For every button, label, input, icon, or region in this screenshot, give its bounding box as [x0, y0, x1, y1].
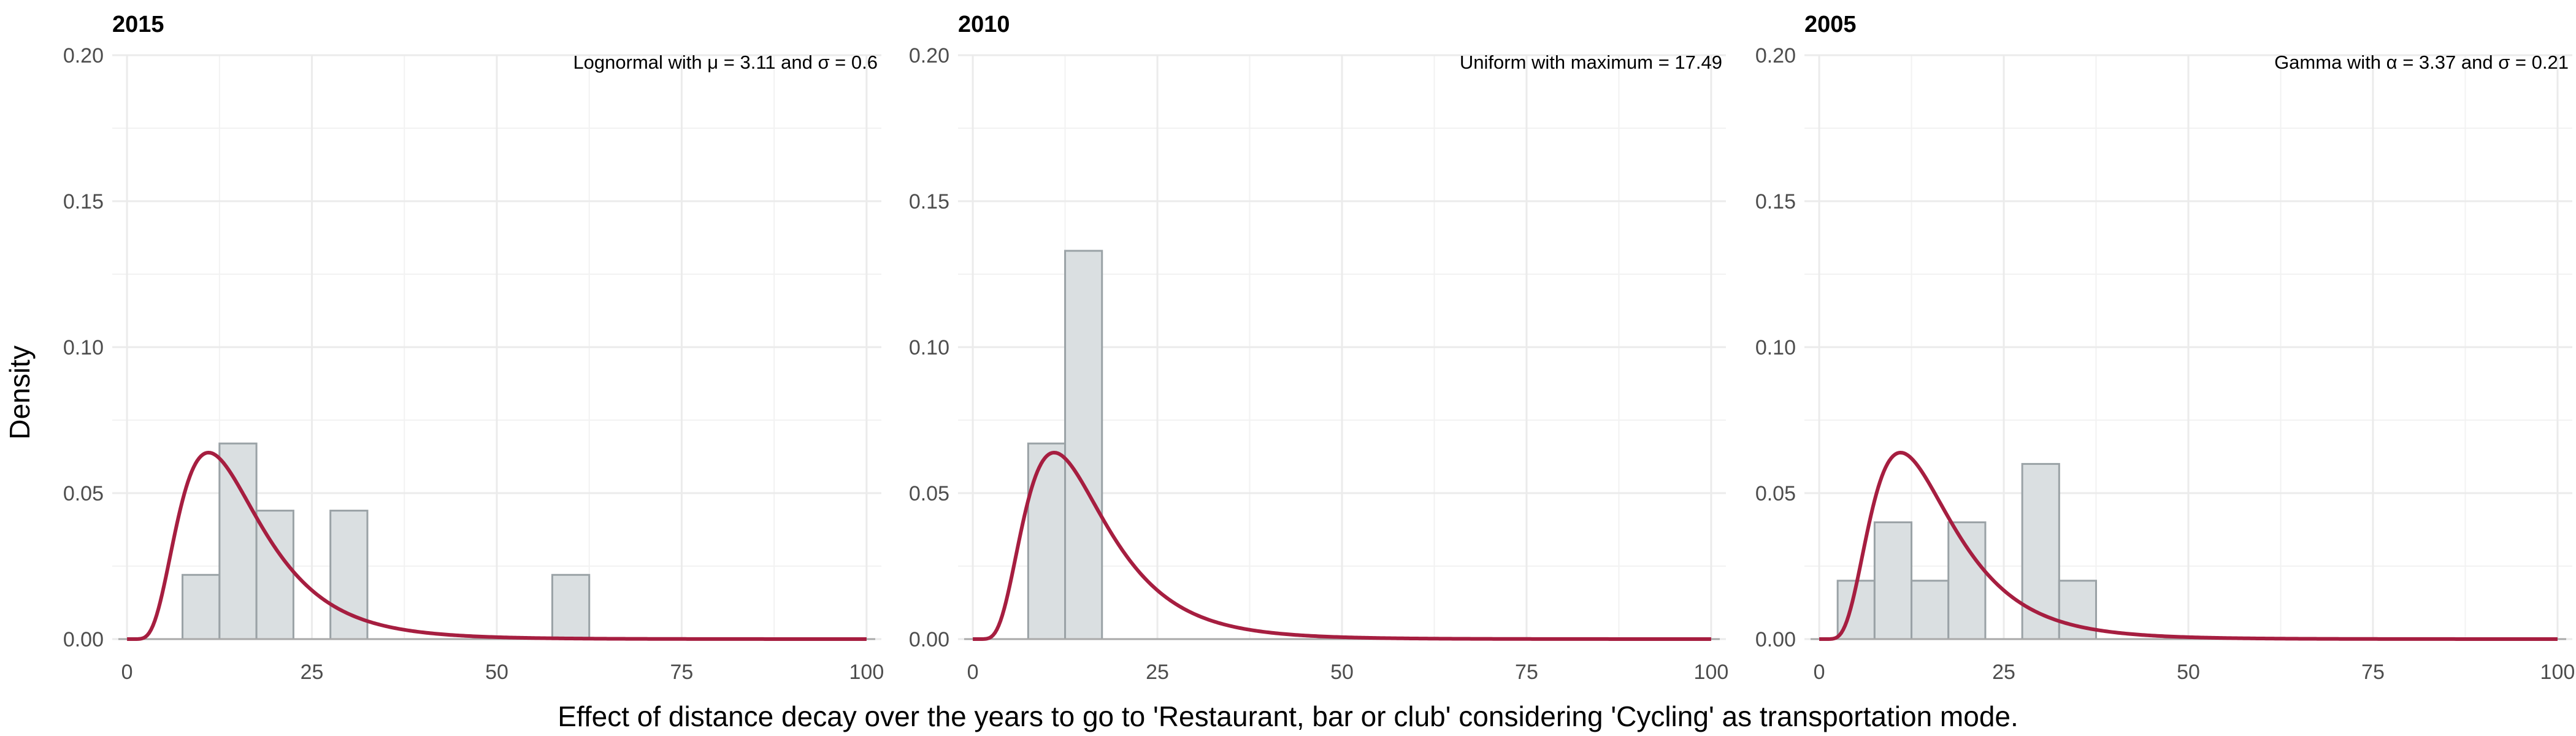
x-axis-title: Effect of distance decay over the years … — [558, 700, 2018, 732]
histogram-bar — [1873, 521, 1913, 640]
y-tick-label: 0.15 — [1755, 190, 1796, 213]
x-tick-label: 50 — [1330, 661, 1354, 684]
fit-annotation: Lognormal with μ = 3.11 and σ = 0.6 — [573, 52, 878, 73]
fit-annotation: Uniform with maximum = 17.49 — [1460, 52, 1722, 73]
y-tick-label: 0.00 — [1755, 628, 1796, 651]
x-tick-label: 100 — [2540, 661, 2575, 684]
y-tick-label: 0.00 — [909, 628, 949, 651]
fitted-density-curve — [127, 450, 867, 641]
histogram-bar — [551, 573, 591, 640]
histogram-bar — [2021, 462, 2060, 640]
histogram-bar — [182, 573, 221, 640]
y-axis-title: Density — [4, 345, 36, 439]
y-tick-label: 0.00 — [63, 628, 104, 651]
x-tick-label: 75 — [2361, 661, 2385, 684]
y-tick-label: 0.20 — [909, 44, 949, 67]
x-tick-label: 50 — [2177, 661, 2200, 684]
y-tick-label: 0.20 — [1755, 44, 1796, 67]
facet-panel-2005: 0 25 50 75 100 0.00 0.05 0.10 0.15 0.20 2005 Gamma … — [1755, 12, 2575, 684]
facet-title: 2005 — [1804, 12, 1857, 37]
x-tick-label: 75 — [1515, 661, 1538, 684]
fitted-density-curve — [1819, 450, 2558, 641]
fitted-density-curve — [973, 450, 1711, 641]
x-tick-label: 0 — [967, 661, 979, 684]
x-tick-label: 100 — [1694, 661, 1729, 684]
x-tick-label: 25 — [1146, 661, 1169, 684]
x-tick-label: 50 — [485, 661, 508, 684]
y-tick-label: 0.10 — [1755, 336, 1796, 359]
histogram-bar — [1064, 250, 1103, 640]
y-tick-label: 0.10 — [63, 336, 104, 359]
facet-title: 2015 — [112, 12, 164, 37]
x-tick-label: 0 — [1814, 661, 1825, 684]
fit-annotation: Gamma with α = 3.37 and σ = 0.21 — [2274, 52, 2569, 73]
y-tick-label: 0.05 — [1755, 482, 1796, 505]
histogram-bar — [1947, 521, 1987, 640]
histogram-bar — [218, 442, 258, 640]
histogram-bar — [1911, 580, 1950, 640]
x-tick-label: 25 — [1992, 661, 2015, 684]
y-tick-label: 0.05 — [63, 482, 104, 505]
x-tick-label: 100 — [849, 661, 884, 684]
y-tick-label: 0.15 — [63, 190, 104, 213]
x-tick-label: 75 — [670, 661, 694, 684]
facet-title: 2010 — [958, 12, 1010, 37]
y-tick-label: 0.20 — [63, 44, 104, 67]
histogram-bar — [1027, 442, 1067, 640]
facet-panel-2015: 0 25 50 75 100 0.00 0.05 0.10 0.15 0.20 2015 Lognor… — [63, 12, 884, 684]
x-tick-label: 0 — [121, 661, 133, 684]
y-tick-label: 0.15 — [909, 190, 949, 213]
facet-panel-2010: 0 25 50 75 100 0.00 0.05 0.10 0.15 0.20 2010 Unifor… — [909, 12, 1728, 684]
y-tick-label: 0.10 — [909, 336, 949, 359]
histogram-bar — [255, 510, 294, 640]
x-tick-label: 25 — [301, 661, 324, 684]
y-tick-label: 0.05 — [909, 482, 949, 505]
